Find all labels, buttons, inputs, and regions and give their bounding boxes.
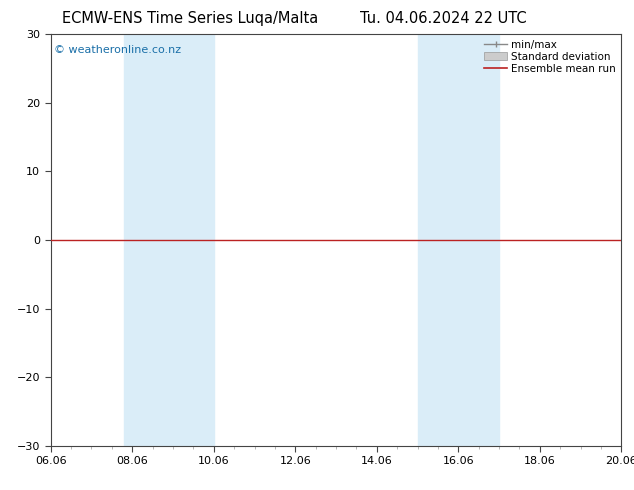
Bar: [418, 34, 499, 446]
Text: Tu. 04.06.2024 22 UTC: Tu. 04.06.2024 22 UTC: [361, 11, 527, 26]
Text: © weatheronline.co.nz: © weatheronline.co.nz: [53, 45, 181, 54]
Legend: min/max, Standard deviation, Ensemble mean run: min/max, Standard deviation, Ensemble me…: [482, 37, 618, 76]
Text: ECMW-ENS Time Series Luqa/Malta: ECMW-ENS Time Series Luqa/Malta: [62, 11, 318, 26]
Bar: [124, 34, 214, 446]
